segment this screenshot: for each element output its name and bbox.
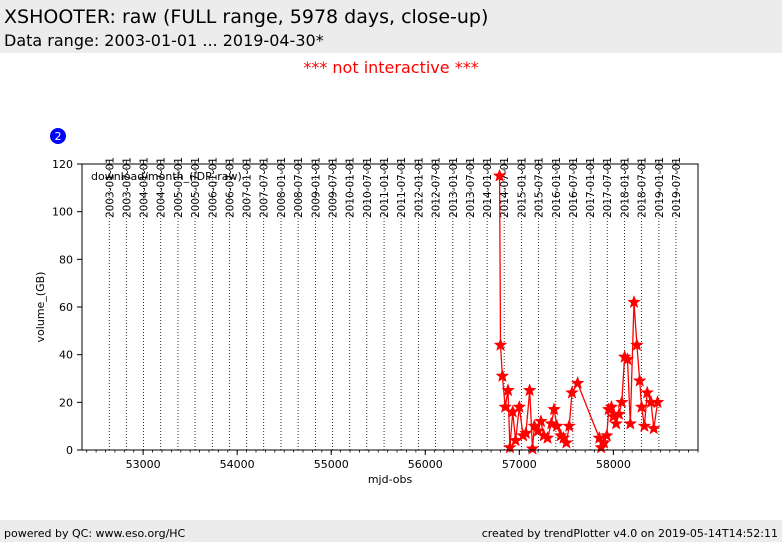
not-interactive-notice: *** not interactive *** bbox=[303, 58, 479, 77]
data-point bbox=[604, 399, 619, 413]
date-tick-label: 2003-01-01 bbox=[104, 157, 116, 218]
footer-band bbox=[0, 520, 782, 542]
data-range-subtitle: Data range: 2003-01-01 ... 2019-04-30* bbox=[4, 31, 324, 50]
date-tick-label: 2014-01-01 bbox=[482, 157, 494, 218]
header-band bbox=[0, 0, 782, 53]
data-point bbox=[492, 168, 507, 182]
date-axis-ticks: 2003-01-01 2003-07-01 2004-01-01 2004-07-01… bbox=[104, 157, 683, 218]
data-point bbox=[614, 395, 629, 409]
date-tick-label: 2004-07-01 bbox=[156, 157, 168, 218]
date-tick-label: 2011-07-01 bbox=[396, 157, 408, 218]
date-tick-label: 2019-07-01 bbox=[671, 157, 683, 218]
date-tick-label: 2004-01-01 bbox=[139, 157, 151, 218]
data-point bbox=[632, 373, 647, 387]
x-tick-label: 54000 bbox=[220, 458, 255, 471]
date-tick-label: 2019-01-01 bbox=[654, 157, 666, 218]
x-tick-label: 53000 bbox=[126, 458, 161, 471]
date-tick-label: 2015-01-01 bbox=[516, 157, 528, 218]
date-tick-label: 2008-01-01 bbox=[276, 157, 288, 218]
date-tick-label: 2018-07-01 bbox=[637, 157, 649, 218]
y-tick-label: 120 bbox=[52, 158, 73, 171]
y-axis-label: volume_(GB) bbox=[34, 272, 47, 343]
date-tick-label: 2016-07-01 bbox=[568, 157, 580, 218]
footer-credit: powered by QC: www.eso.org/HC bbox=[4, 527, 186, 540]
y-tick-label: 100 bbox=[52, 206, 73, 219]
y-tick-label: 20 bbox=[59, 396, 73, 409]
date-tick-label: 2003-07-01 bbox=[121, 157, 133, 218]
date-tick-label: 2010-07-01 bbox=[362, 157, 374, 218]
data-point bbox=[597, 435, 611, 449]
date-tick-label: 2011-01-01 bbox=[379, 157, 391, 218]
date-tick-label: 2007-07-01 bbox=[259, 157, 271, 218]
y-tick-label: 0 bbox=[66, 444, 73, 457]
date-tick-label: 2006-07-01 bbox=[224, 157, 236, 218]
date-tick-label: 2018-01-01 bbox=[620, 157, 632, 218]
y-tick-label: 60 bbox=[59, 301, 73, 314]
data-point bbox=[637, 418, 652, 433]
date-tick-label: 2013-01-01 bbox=[448, 157, 460, 218]
data-point bbox=[550, 418, 564, 433]
x-axis: 53000 54000 55000 56000 57000 58000 bbox=[86, 450, 699, 471]
data-point bbox=[565, 385, 579, 399]
data-point bbox=[634, 399, 649, 413]
data-point bbox=[570, 376, 585, 390]
page-title: XSHOOTER: raw (FULL range, 5978 days, cl… bbox=[4, 6, 489, 28]
x-axis-label: mjd-obs bbox=[368, 473, 413, 486]
x-tick-label: 55000 bbox=[314, 458, 349, 471]
data-point bbox=[627, 295, 641, 309]
date-tick-label: 2012-01-01 bbox=[413, 157, 425, 218]
y-axis: 0 20 40 60 80 100 120 bbox=[52, 158, 82, 457]
data-point bbox=[547, 402, 561, 416]
data-point bbox=[495, 368, 510, 382]
data-point bbox=[512, 399, 527, 413]
chart-annotation: download/month_(IDP_raw) bbox=[91, 170, 242, 183]
data-point bbox=[562, 418, 577, 433]
date-tick-label: 2005-01-01 bbox=[173, 157, 185, 218]
date-tick-label: 2007-01-01 bbox=[242, 157, 254, 218]
date-tick-label: 2017-01-01 bbox=[585, 157, 597, 218]
data-point bbox=[522, 383, 537, 397]
x-tick-label: 57000 bbox=[502, 458, 537, 471]
date-tick-label: 2015-07-01 bbox=[533, 157, 545, 218]
data-point bbox=[646, 421, 661, 435]
x-tick-label: 56000 bbox=[408, 458, 443, 471]
data-point bbox=[640, 385, 655, 399]
footer-created: created by trendPlotter v4.0 on 2019-05-… bbox=[481, 527, 778, 540]
data-point bbox=[559, 435, 574, 449]
page-badge[interactable] bbox=[50, 128, 66, 144]
data-point bbox=[623, 416, 638, 430]
date-tick-label: 2013-07-01 bbox=[465, 157, 477, 218]
data-point bbox=[498, 399, 513, 413]
data-point bbox=[630, 337, 644, 351]
date-tick-label: 2017-07-01 bbox=[602, 157, 614, 218]
x-tick-label: 58000 bbox=[596, 458, 631, 471]
plot-frame bbox=[81, 163, 699, 451]
y-tick-label: 40 bbox=[59, 349, 73, 362]
date-tick-label: 2010-01-01 bbox=[345, 157, 357, 218]
data-point bbox=[525, 441, 540, 455]
data-point bbox=[540, 430, 555, 444]
date-tick-label: 2009-01-01 bbox=[310, 157, 322, 218]
data-point bbox=[620, 352, 635, 366]
date-tick-label: 2008-07-01 bbox=[293, 157, 305, 218]
data-point bbox=[650, 395, 665, 409]
data-point bbox=[612, 407, 626, 421]
date-tick-label: 2009-07-01 bbox=[327, 157, 339, 218]
data-point bbox=[534, 414, 548, 428]
data-point bbox=[493, 337, 508, 351]
data-point bbox=[599, 428, 614, 442]
date-tick-label: 2006-01-01 bbox=[207, 157, 219, 218]
y-tick-label: 80 bbox=[59, 253, 73, 266]
date-tick-label: 2012-07-01 bbox=[431, 157, 443, 218]
date-tick-label: 2016-01-01 bbox=[551, 157, 563, 218]
date-tick-label: 2005-07-01 bbox=[190, 157, 202, 218]
data-point bbox=[609, 416, 624, 430]
date-tick-label: 2014-07-01 bbox=[499, 157, 511, 218]
series-volume bbox=[492, 168, 665, 455]
data-point bbox=[501, 383, 515, 397]
page-badge-label: 2 bbox=[55, 130, 62, 143]
